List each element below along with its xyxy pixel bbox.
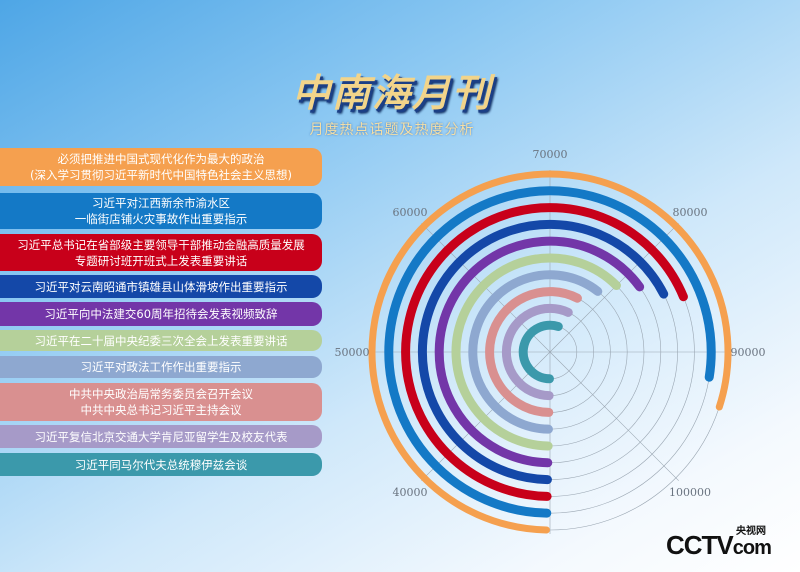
category-label: 习近平对云南昭通市镇雄县山体滑坡作出重要指示 [0, 275, 322, 298]
category-label-line: 习近平对政法工作作出重要指示 [80, 360, 242, 374]
radial-bar [451, 253, 621, 451]
category-label-line: 习近平对江西新余市渝水区 [92, 196, 230, 210]
tick-label: 60000 [392, 206, 427, 219]
tick-label: 100000 [669, 486, 711, 499]
radial-bar [468, 270, 603, 434]
category-label: 习近平对江西新余市渝水区一临街店铺火灾事故作出重要指示 [0, 193, 322, 229]
tick-label: 40000 [392, 486, 427, 499]
tick-label: 80000 [673, 206, 708, 219]
grid-radial-line [549, 351, 679, 481]
radial-bar [401, 203, 688, 501]
category-label: 必须把推进中国式现代化作为最大的政治 (深入学习贯彻习近平新时代中国特色社会主义思… [0, 148, 322, 186]
category-label-line: 习近平对云南昭通市镇雄县山体滑坡作出重要指示 [34, 279, 288, 294]
page-subtitle: 月度热点话题及热度分析 [309, 122, 475, 138]
radial-bar [368, 170, 732, 534]
category-label-line: 习近平复信北京交通大学肯尼亚留学生及校友代表 [34, 429, 288, 444]
tick-label: 70000 [533, 148, 568, 161]
radial-bar [485, 287, 582, 417]
category-label-line: 必须把推进中国式现代化作为最大的政治 [57, 152, 265, 166]
category-label-line: (深入学习贯彻习近平新时代中国特色社会主义思想) [30, 168, 292, 182]
category-label: 中共中央政治局常务委员会召开会议 中共中央总书记习近平主持会议 [0, 383, 322, 421]
radial-bar [501, 303, 573, 401]
category-label: 习近平向中法建交60周年招待会发表视频致辞 [0, 302, 322, 326]
page-title: 中南海月刊 [291, 71, 492, 115]
cctv-logo: CCTVcom 央视网 [666, 526, 772, 560]
category-label-line: 习近平向中法建交60周年招待会发表视频致辞 [44, 307, 278, 321]
radial-bar [434, 236, 645, 468]
category-label: 习近平同马尔代夫总统穆伊兹会谈 [0, 453, 322, 476]
category-label: 习近平在二十届中央纪委三次全会上发表重要讲话 [0, 330, 322, 351]
radial-bar [417, 219, 669, 485]
tick-label: 50000 [335, 346, 370, 359]
category-label-line: 习近平总书记在省部级主要领导干部推动金融高质量发展 [17, 237, 305, 252]
category-label-line: 一临街店铺火灾事故作出重要指示 [74, 212, 248, 226]
category-label: 习近平复信北京交通大学肯尼亚留学生及校友代表 [0, 425, 322, 448]
category-label-line: 习近平同马尔代夫总统穆伊兹会谈 [74, 457, 248, 472]
radial-bar [518, 320, 563, 384]
category-label: 习近平总书记在省部级主要领导干部推动金融高质量发展 专题研讨班开班式上发表重要讲话 [0, 234, 322, 271]
category-label-line: 习近平在二十届中央纪委三次全会上发表重要讲话 [34, 333, 288, 348]
category-label-line: 中共中央政治局常务委员会召开会议 [69, 387, 253, 401]
category-label: 习近平对政法工作作出重要指示 [0, 356, 322, 378]
category-label-line: 专题研讨班开班式上发表重要讲话 [74, 253, 248, 268]
radial-bar [384, 186, 716, 518]
tick-label: 90000 [731, 346, 766, 359]
category-label-line: 中共中央总书记习近平主持会议 [80, 403, 242, 417]
